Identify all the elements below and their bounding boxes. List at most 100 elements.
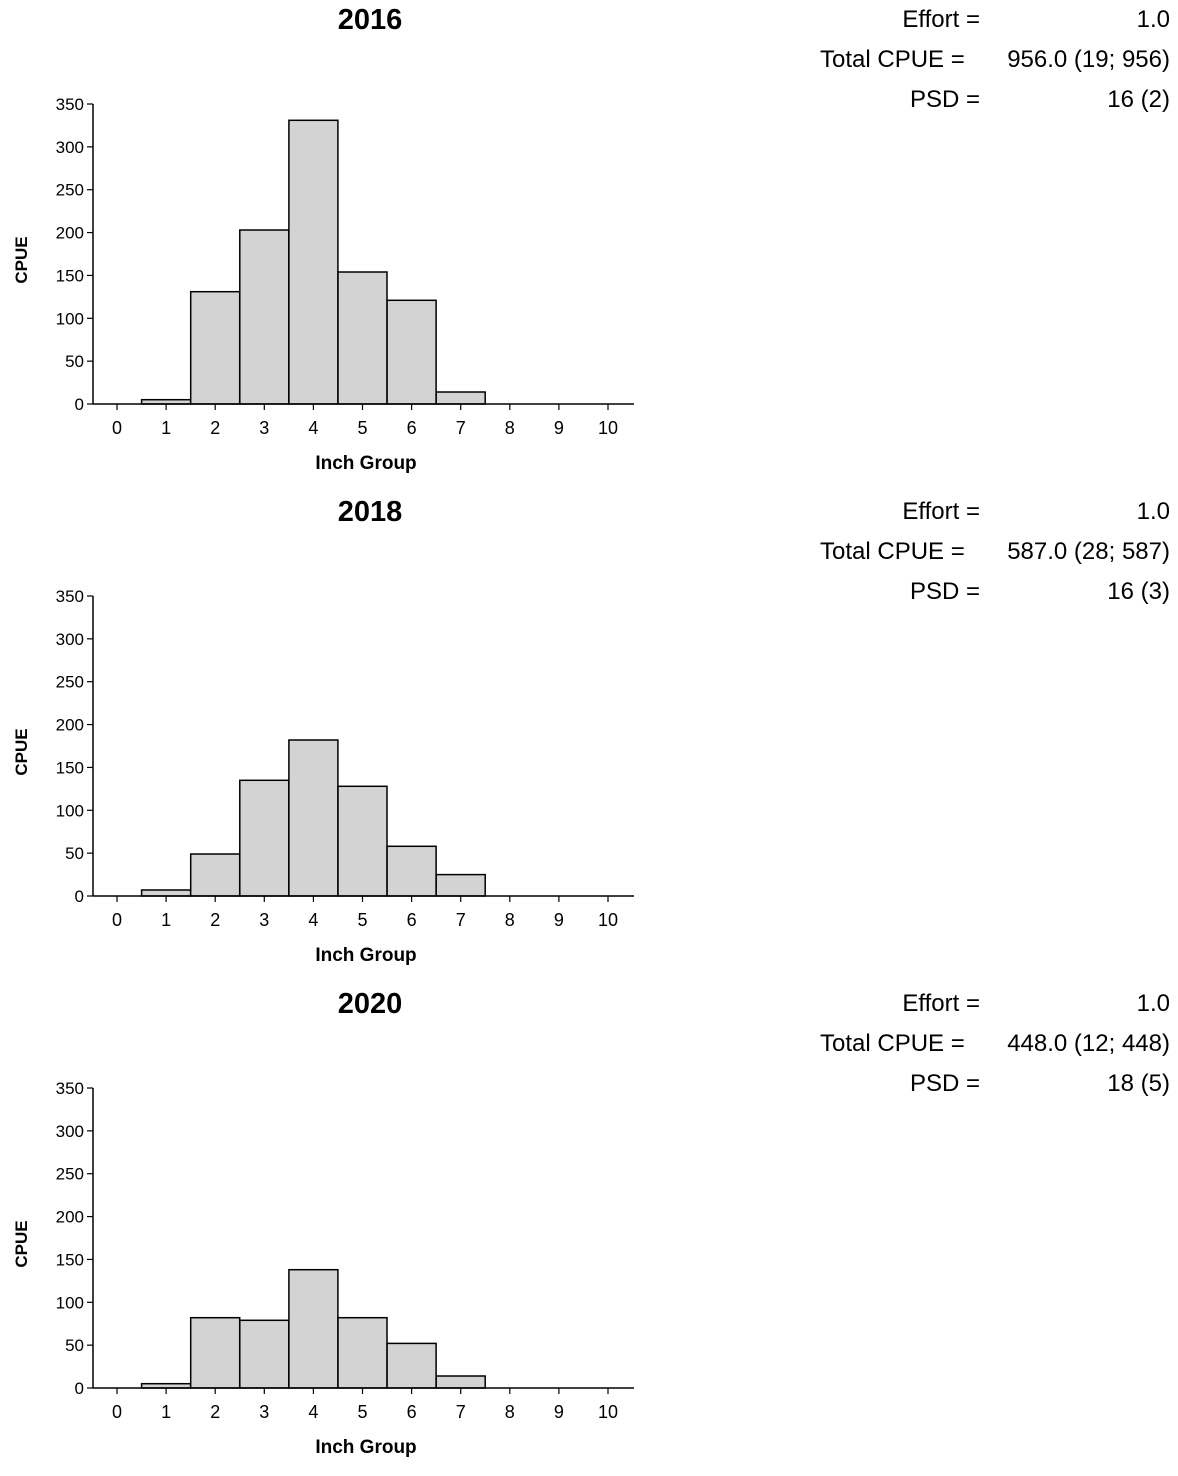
x-tick-label: 7: [456, 1402, 466, 1422]
effort-row: Effort = 1.0: [800, 990, 1170, 1030]
y-tick-label: 350: [56, 95, 84, 114]
histogram-chart: 0 50 100 150 200 250 300 350 0 1 2 3 4 5 6 7 8 9 10 Inch Gr…: [12, 95, 634, 474]
effort-label: Effort =: [902, 498, 980, 525]
y-tick-label: 200: [56, 716, 84, 735]
x-axis-label: Inch Group: [315, 453, 416, 474]
bar-inch-2: [189, 853, 241, 897]
y-tick-label: 0: [75, 1379, 84, 1398]
x-tick-label: 9: [554, 910, 564, 930]
total-cpue-value: 956.0 (19; 956): [1007, 46, 1170, 73]
bar-inch-6: [386, 845, 437, 897]
bar-inch-2: [189, 1316, 241, 1389]
x-tick-label: 7: [456, 910, 466, 930]
x-tick-label: 9: [554, 1402, 564, 1422]
psd-label: PSD =: [909, 578, 980, 605]
chart-panel-2018: 2018 0 50 100 150 200 250 300 350 0 1 2 3 4 5 6 7 8 9 10 In…: [0, 492, 1178, 984]
bar-inch-1: [140, 889, 192, 897]
y-tick-label: 0: [75, 395, 84, 414]
x-tick-label: 6: [407, 910, 417, 930]
y-tick-label: 100: [56, 309, 84, 328]
y-tick-label: 350: [56, 587, 84, 606]
x-tick-label: 1: [161, 1402, 171, 1422]
y-tick-label: 50: [65, 352, 84, 371]
total-cpue-row: Total CPUE = 587.0 (28; 587): [800, 538, 1170, 578]
bar-inch-5: [337, 1316, 388, 1389]
total-cpue-label: Total CPUE =: [820, 1030, 965, 1057]
y-tick-label: 250: [56, 1165, 84, 1184]
effort-value: 1.0: [1136, 6, 1170, 33]
bar-inch-3: [239, 1319, 290, 1389]
bar-inch-4: [288, 739, 339, 897]
chart-title: 2018: [337, 496, 403, 528]
bar-inch-3: [239, 229, 290, 405]
y-tick-label: 0: [75, 887, 84, 906]
x-tick-label: 5: [357, 1402, 367, 1422]
psd-value: 16 (2): [1107, 86, 1170, 113]
x-tick-label: 0: [112, 910, 122, 930]
x-tick-label: 8: [505, 1402, 515, 1422]
y-axis-label: CPUE: [12, 1220, 31, 1267]
bar-inch-6: [386, 299, 437, 405]
stats-box: Effort = 1.0 Total CPUE = 587.0 (28; 587…: [800, 498, 1170, 618]
bar-inch-7: [435, 873, 486, 897]
x-tick-label: 1: [161, 418, 171, 438]
x-tick-label: 0: [112, 418, 122, 438]
psd-label: PSD =: [909, 1070, 980, 1097]
y-tick-label: 50: [65, 844, 84, 863]
x-tick-label: 10: [598, 1402, 618, 1422]
y-tick-label: 200: [56, 1208, 84, 1227]
effort-value: 1.0: [1136, 498, 1170, 525]
y-tick-label: 250: [56, 673, 84, 692]
psd-row: PSD = 18 (5): [800, 1070, 1170, 1110]
x-tick-label: 2: [210, 418, 220, 438]
bar-inch-2: [189, 290, 241, 405]
x-axis-label: Inch Group: [315, 1437, 416, 1458]
stats-box: Effort = 1.0 Total CPUE = 956.0 (19; 956…: [800, 6, 1170, 126]
psd-value: 18 (5): [1107, 1070, 1170, 1097]
psd-row: PSD = 16 (3): [800, 578, 1170, 618]
x-tick-label: 3: [259, 910, 269, 930]
bar-inch-6: [386, 1342, 437, 1389]
y-tick-label: 150: [56, 1250, 84, 1269]
x-tick-label: 2: [210, 910, 220, 930]
x-tick-label: 8: [505, 910, 515, 930]
y-tick-label: 300: [56, 138, 84, 157]
stats-box: Effort = 1.0 Total CPUE = 448.0 (12; 448…: [800, 990, 1170, 1110]
y-tick-label: 150: [56, 266, 84, 285]
y-axis-label: CPUE: [12, 236, 31, 283]
bar-inch-4: [288, 119, 339, 405]
x-tick-label: 5: [357, 418, 367, 438]
bar-inch-3: [239, 779, 290, 897]
y-tick-label: 350: [56, 1079, 84, 1098]
bar-inch-5: [337, 785, 388, 897]
x-tick-label: 4: [308, 1402, 318, 1422]
x-tick-label: 1: [161, 910, 171, 930]
y-tick-label: 200: [56, 224, 84, 243]
x-tick-label: 9: [554, 418, 564, 438]
x-tick-label: 6: [407, 418, 417, 438]
total-cpue-value: 448.0 (12; 448): [1007, 1030, 1170, 1057]
bar-inch-5: [337, 271, 388, 405]
x-tick-label: 10: [598, 910, 618, 930]
y-tick-label: 100: [56, 801, 84, 820]
total-cpue-value: 587.0 (28; 587): [1007, 538, 1170, 565]
chart-title: 2020: [337, 988, 403, 1020]
effort-row: Effort = 1.0: [800, 6, 1170, 46]
x-tick-label: 4: [308, 910, 318, 930]
y-tick-label: 150: [56, 758, 84, 777]
bar-inch-7: [435, 391, 486, 405]
effort-row: Effort = 1.0: [800, 498, 1170, 538]
x-tick-label: 8: [505, 418, 515, 438]
chart-panel-2020: 2020 0 50 100 150 200 250 300 350 0 1 2 3 4 5 6 7 8 9 10 In…: [0, 984, 1178, 1476]
effort-value: 1.0: [1136, 990, 1170, 1017]
x-tick-label: 7: [456, 418, 466, 438]
chart-panel-2016: 2016 0 50 100 150 200 250 300 350 0 1 2 3 4 5 6 7 8 9 10 In…: [0, 0, 1178, 492]
x-tick-label: 5: [357, 910, 367, 930]
x-tick-label: 3: [259, 1402, 269, 1422]
x-tick-label: 3: [259, 418, 269, 438]
x-tick-label: 4: [308, 418, 318, 438]
histogram-chart: 0 50 100 150 200 250 300 350 0 1 2 3 4 5 6 7 8 9 10 Inch Gr…: [12, 587, 634, 966]
y-tick-label: 300: [56, 630, 84, 649]
total-cpue-label: Total CPUE =: [820, 46, 965, 73]
bar-inch-4: [288, 1268, 339, 1389]
